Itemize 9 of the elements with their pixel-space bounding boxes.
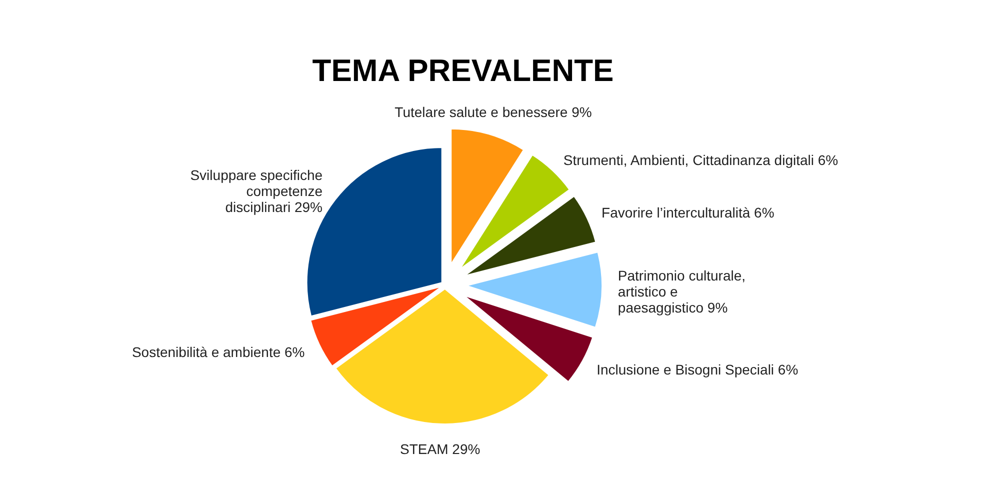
slice-label: STEAM 29% <box>400 440 480 457</box>
slice-label: Sviluppare specifiche competenze disciplinari 29% <box>190 167 323 215</box>
slice-label: Strumenti, Ambienti, Cittadinanza digitali 6% <box>563 152 838 168</box>
slice-label: Tutelare salute e benessere 9% <box>394 104 592 120</box>
slice-label: Patrimonio culturale, artistico e paesaggistico 9% <box>618 267 746 316</box>
slice-label: Favorire l’interculturalità 6% <box>602 204 774 220</box>
chart-title: TEMA PREVALENTE <box>312 53 614 88</box>
slice-label: Sostenibilità e ambiente 6% <box>132 344 305 360</box>
slice-label: Inclusione e Bisogni Speciali 6% <box>596 361 798 378</box>
